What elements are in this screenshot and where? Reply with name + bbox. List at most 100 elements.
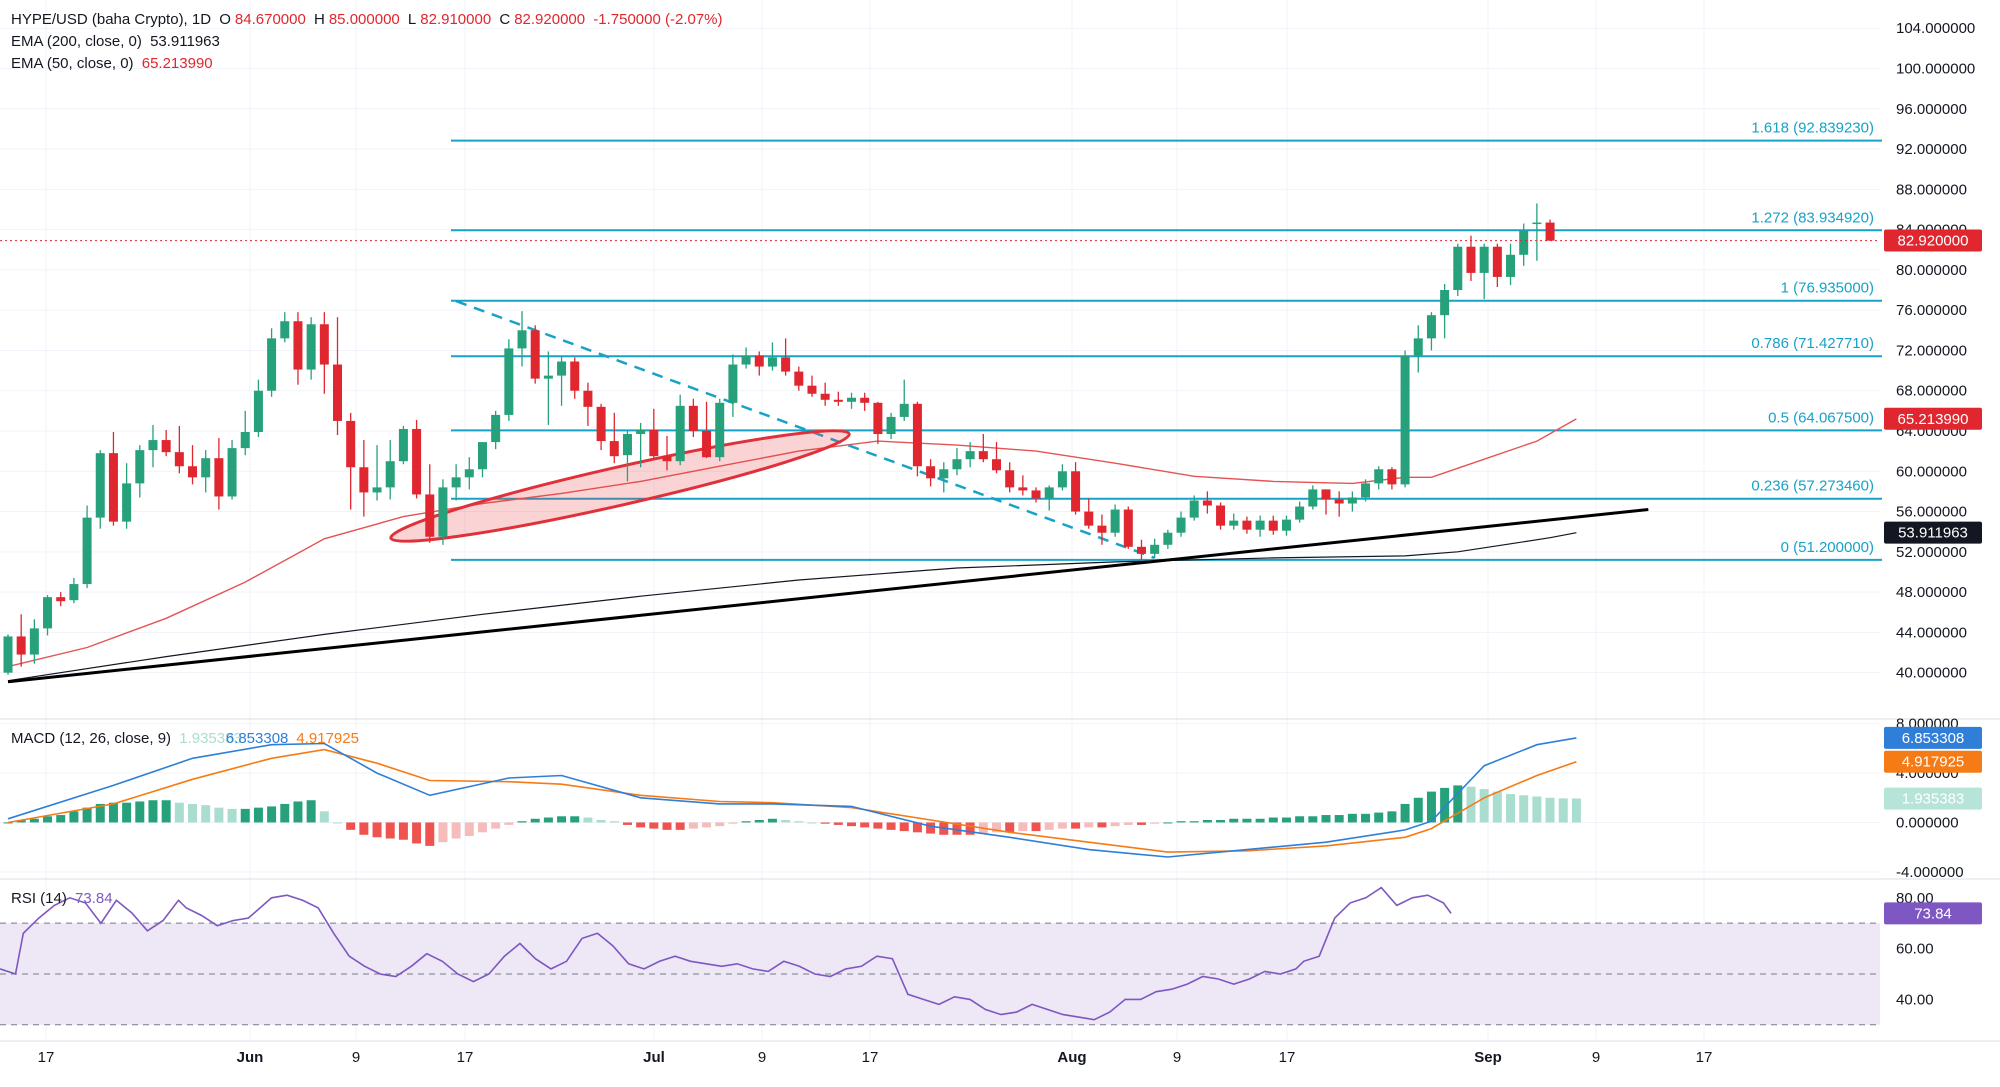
macd-histogram-bar bbox=[1176, 821, 1186, 823]
price-axis[interactable]: 40.000000 44.000000 48.000000 52.000000 56.0… bbox=[1896, 20, 1975, 1008]
macd-legend[interactable]: MACD (12, 26, close, 9) 1.9353836.853308… bbox=[11, 730, 379, 747]
candle-body bbox=[3, 636, 13, 673]
candle-body bbox=[1281, 519, 1291, 531]
macd-histogram-bar bbox=[148, 800, 158, 823]
candle-body bbox=[95, 453, 105, 518]
candle-body bbox=[293, 321, 303, 370]
candle-body bbox=[1361, 483, 1371, 498]
candle-body bbox=[56, 597, 66, 602]
macd-histogram-bar bbox=[1347, 813, 1357, 823]
macd-tick-label: -4.000000 bbox=[1896, 864, 1964, 881]
macd-histogram-bar bbox=[1374, 812, 1384, 823]
grid-lines bbox=[0, 0, 1880, 1040]
ema50-legend[interactable]: EMA (50, close, 0) 65.213990 bbox=[11, 55, 217, 72]
macd-histogram-bar bbox=[43, 816, 53, 823]
macd-histogram-bar bbox=[728, 822, 738, 824]
candle-body bbox=[1321, 489, 1331, 500]
candle-body bbox=[820, 393, 830, 400]
macd-histogram-bar bbox=[56, 815, 66, 823]
ohlc-close: C 82.920000 bbox=[499, 11, 586, 28]
rsi-value: 73.84 bbox=[75, 890, 113, 907]
price-tick-label: 52.000000 bbox=[1896, 544, 1967, 561]
candle-body bbox=[649, 429, 659, 457]
candle-body bbox=[715, 402, 725, 458]
macd-histogram-bar bbox=[807, 822, 817, 824]
macd-histogram-bar bbox=[1571, 798, 1581, 823]
macd-histogram-bar bbox=[609, 821, 619, 823]
price-tick-label: 60.000000 bbox=[1896, 463, 1967, 480]
rsi-tick-label: 60.00 bbox=[1896, 941, 1934, 958]
macd-histogram-bar bbox=[899, 822, 909, 832]
candle-body bbox=[1387, 469, 1397, 485]
candle-body bbox=[214, 458, 224, 497]
price-tick-label: 40.000000 bbox=[1896, 665, 1967, 682]
hist-badge-text: 1.935383 bbox=[1902, 791, 1965, 808]
macd-histogram-bar bbox=[543, 817, 553, 823]
candle-body bbox=[491, 414, 501, 443]
price-badge-text: 53.911963 bbox=[1898, 525, 1968, 542]
macd-histogram-bar bbox=[1018, 822, 1028, 832]
candle-body bbox=[333, 364, 342, 421]
macd-histogram-bar bbox=[820, 822, 830, 824]
macd-histogram-bar bbox=[1361, 813, 1371, 823]
macd-label: MACD (12, 26, close, 9) bbox=[11, 730, 172, 747]
macd-histogram-bar bbox=[438, 822, 448, 843]
candle-body bbox=[398, 428, 408, 462]
candle-body bbox=[1097, 525, 1107, 533]
macd-histogram-bar bbox=[1255, 818, 1265, 823]
candle-body bbox=[346, 420, 356, 468]
highlight-ellipse bbox=[389, 429, 851, 543]
candle-body bbox=[860, 397, 870, 403]
candle-body bbox=[688, 405, 698, 432]
candle-body bbox=[1123, 509, 1133, 547]
candle-body bbox=[29, 628, 39, 655]
macd-histogram-bar bbox=[29, 818, 39, 823]
candle-body bbox=[280, 321, 290, 339]
candle-body bbox=[1255, 520, 1265, 530]
signal-badge bbox=[1884, 750, 1982, 773]
candle-body bbox=[69, 584, 79, 601]
macd-histogram-bar bbox=[240, 808, 250, 823]
candle-body bbox=[965, 451, 975, 460]
candle-body bbox=[148, 440, 158, 451]
fib-level-label: 1.618 (92.839230) bbox=[1751, 120, 1874, 137]
macd-histogram-bar bbox=[570, 816, 580, 823]
ohlc-change: -1.750000 (-2.07%) bbox=[593, 11, 723, 28]
price-tick-label: 104.000000 bbox=[1896, 20, 1975, 37]
price-badge bbox=[1884, 229, 1982, 252]
macd-histogram-bar bbox=[741, 821, 751, 823]
candle-body bbox=[543, 375, 553, 379]
rsi-label: RSI (14) bbox=[11, 890, 67, 907]
price-tick-label: 76.000000 bbox=[1896, 302, 1967, 319]
macd-histogram-bar bbox=[1150, 822, 1160, 824]
candle-body bbox=[385, 461, 395, 488]
time-axis[interactable]: 17 Jun 9 17 Jul 9 17 Aug 9 17 Sep 9 17 bbox=[38, 1049, 1713, 1066]
macd-histogram-bar bbox=[333, 822, 342, 824]
candle-body bbox=[847, 397, 857, 402]
macd-histogram-bar bbox=[1506, 794, 1516, 823]
candle-body bbox=[1176, 517, 1186, 533]
candle-body bbox=[912, 403, 922, 467]
price-tick-label: 96.000000 bbox=[1896, 101, 1967, 118]
macd-histogram-bar bbox=[702, 822, 712, 828]
symbol-label[interactable]: HYPE/USD (baha Crypto), 1D bbox=[11, 11, 212, 28]
macd-histogram-bar bbox=[385, 822, 395, 839]
macd-histogram-bar bbox=[1097, 822, 1107, 828]
ema200-value: 53.911963 bbox=[150, 33, 220, 50]
rsi-legend[interactable]: RSI (14) 73.84 bbox=[11, 890, 117, 907]
macd-histogram-bar bbox=[227, 808, 237, 823]
macd-histogram-bar bbox=[108, 802, 118, 823]
macd-histogram-bar bbox=[1110, 822, 1120, 827]
macd-histogram-bar bbox=[504, 822, 514, 825]
macd-histogram-bar bbox=[517, 821, 527, 823]
time-tick-label: 17 bbox=[1279, 1049, 1296, 1066]
ema200-legend[interactable]: EMA (200, close, 0) 53.911963 bbox=[11, 33, 224, 50]
macd-histogram-bar bbox=[122, 802, 132, 823]
candle-body bbox=[636, 429, 646, 435]
macd-histogram-bar bbox=[1216, 819, 1226, 823]
time-tick-label: 17 bbox=[1696, 1049, 1713, 1066]
candle-body bbox=[253, 390, 263, 433]
candle-body bbox=[978, 451, 988, 460]
rsi-tick-label: 40.00 bbox=[1896, 991, 1934, 1008]
